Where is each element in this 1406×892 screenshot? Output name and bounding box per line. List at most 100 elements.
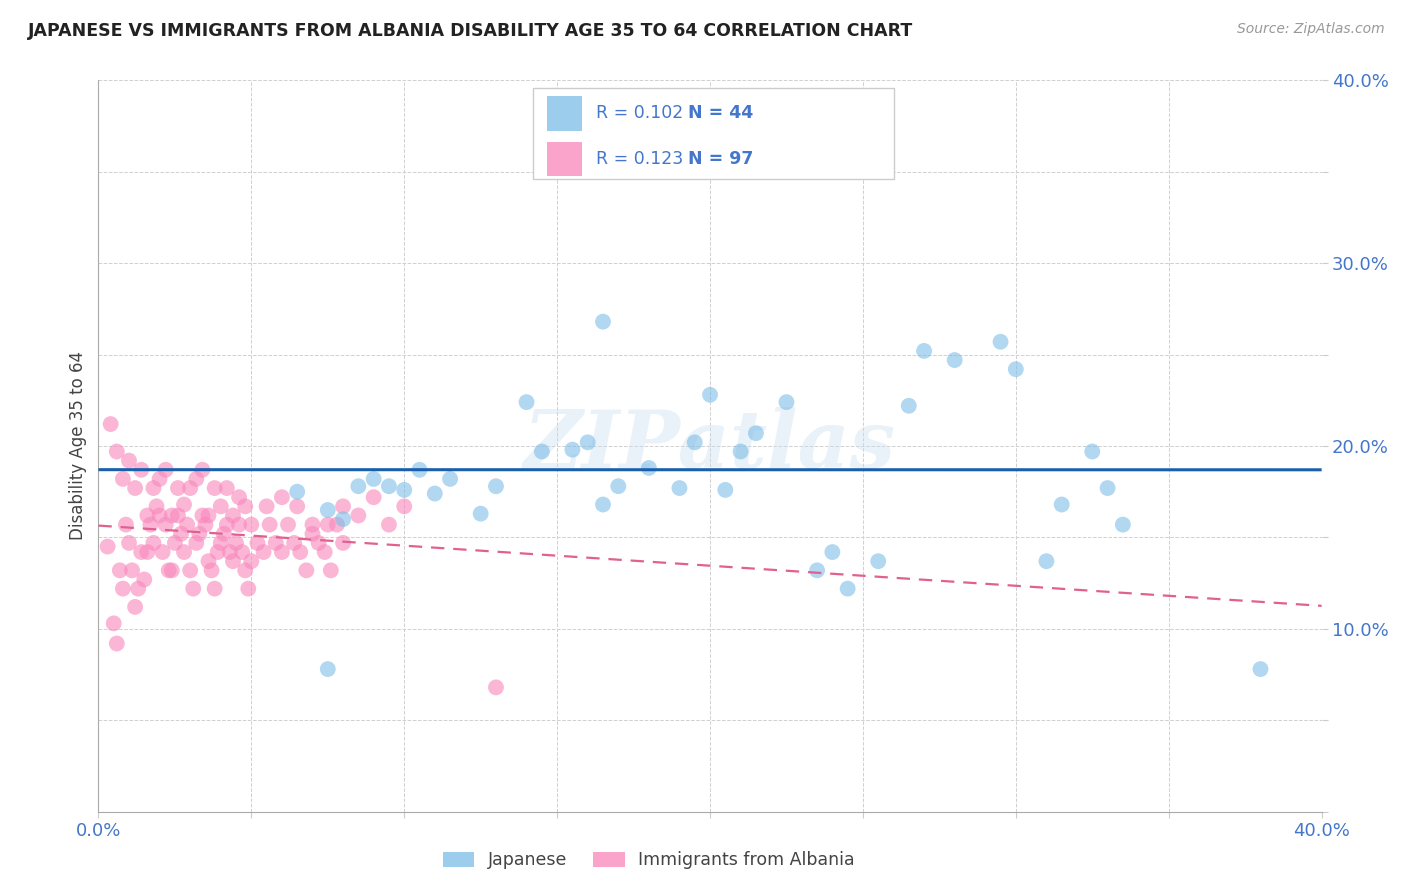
Point <box>730 444 752 458</box>
Point <box>423 486 446 500</box>
Point <box>139 517 162 532</box>
Point <box>204 582 226 596</box>
Point <box>219 545 242 559</box>
Text: Source: ZipAtlas.com: Source: ZipAtlas.com <box>1237 22 1385 37</box>
Point <box>897 399 920 413</box>
Point <box>197 554 219 568</box>
Point <box>470 507 492 521</box>
Point <box>683 435 706 450</box>
Point <box>806 563 828 577</box>
Point <box>176 517 198 532</box>
Point <box>191 508 214 523</box>
Point <box>233 500 256 514</box>
Point <box>115 517 138 532</box>
Point <box>308 536 330 550</box>
Point <box>301 526 323 541</box>
Point <box>181 582 204 596</box>
Point <box>837 582 859 596</box>
Point <box>240 554 263 568</box>
Y-axis label: Disability Age 35 to 64: Disability Age 35 to 64 <box>69 351 87 541</box>
Point <box>108 563 131 577</box>
Text: ZIPatlas: ZIPatlas <box>524 408 896 484</box>
Point <box>209 536 232 550</box>
Point <box>745 426 768 441</box>
Text: JAPANESE VS IMMIGRANTS FROM ALBANIA DISABILITY AGE 35 TO 64 CORRELATION CHART: JAPANESE VS IMMIGRANTS FROM ALBANIA DISA… <box>28 22 914 40</box>
Point <box>347 508 370 523</box>
Point <box>105 444 128 458</box>
Point <box>283 536 305 550</box>
Point <box>142 481 165 495</box>
Point <box>222 508 245 523</box>
Point <box>136 508 159 523</box>
Point <box>295 563 318 577</box>
Point <box>155 517 177 532</box>
Point <box>222 554 245 568</box>
Point <box>530 444 553 458</box>
Point <box>332 500 354 514</box>
Point <box>990 334 1012 349</box>
Point <box>209 500 232 514</box>
Point <box>637 461 661 475</box>
Point <box>714 483 737 497</box>
Point <box>392 500 416 514</box>
Point <box>186 536 208 550</box>
Point <box>699 388 721 402</box>
Point <box>127 582 149 596</box>
Point <box>821 545 844 559</box>
Point <box>363 490 385 504</box>
Point <box>173 498 195 512</box>
Point <box>259 517 281 532</box>
Point <box>118 453 141 467</box>
Point <box>392 483 416 497</box>
Point <box>1004 362 1026 376</box>
Legend: Japanese, Immigrants from Albania: Japanese, Immigrants from Albania <box>436 845 862 876</box>
Point <box>136 545 159 559</box>
Point <box>1249 662 1271 676</box>
Point <box>134 573 156 587</box>
Point <box>118 536 141 550</box>
Point <box>145 500 167 514</box>
Point <box>332 512 354 526</box>
Point <box>347 479 370 493</box>
Point <box>238 582 260 596</box>
Point <box>912 343 935 358</box>
Point <box>97 540 120 554</box>
Point <box>1050 498 1073 512</box>
Point <box>439 472 461 486</box>
Point <box>100 417 122 431</box>
Point <box>129 463 152 477</box>
Point <box>943 353 966 368</box>
Point <box>215 517 238 532</box>
Bar <box>547 95 582 130</box>
Point <box>319 563 342 577</box>
Point <box>212 526 235 541</box>
Point <box>314 545 336 559</box>
Point <box>179 481 201 495</box>
Point <box>363 472 385 486</box>
Point <box>170 526 193 541</box>
Point <box>231 545 253 559</box>
Point <box>191 463 214 477</box>
Text: R = 0.123: R = 0.123 <box>596 150 683 168</box>
Point <box>277 517 299 532</box>
Point <box>105 636 128 650</box>
Point <box>163 536 186 550</box>
Point <box>186 472 208 486</box>
Point <box>668 481 690 495</box>
Point <box>179 563 201 577</box>
Point <box>561 442 583 457</box>
Point <box>142 536 165 550</box>
Point <box>167 508 190 523</box>
Point <box>225 536 247 550</box>
Point <box>592 498 614 512</box>
Point <box>207 545 229 559</box>
Point <box>111 472 134 486</box>
Point <box>228 517 250 532</box>
Point <box>200 563 222 577</box>
Point <box>167 481 190 495</box>
Point <box>111 582 134 596</box>
Point <box>316 517 339 532</box>
Point <box>256 500 278 514</box>
Point <box>775 395 797 409</box>
Point <box>233 563 256 577</box>
